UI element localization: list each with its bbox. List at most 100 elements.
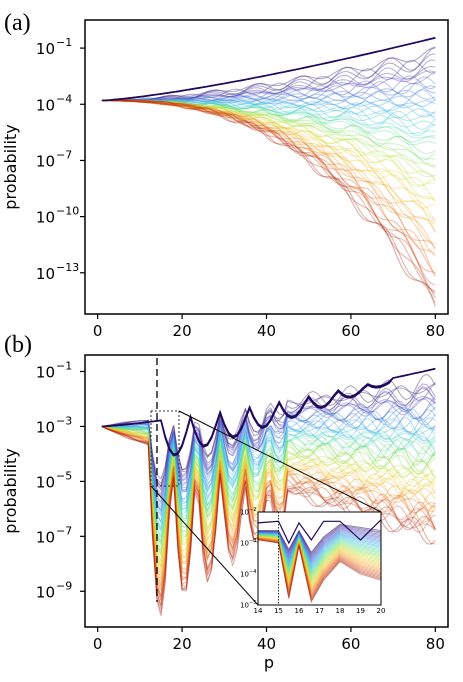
series-line [101,425,436,532]
series-line [101,89,436,107]
series-line [101,417,436,518]
series-line [101,99,436,114]
series-line [101,425,436,552]
series-line [101,99,436,223]
series-line [101,99,436,118]
series-line [101,99,436,161]
zoom-box [150,410,180,487]
series-line [101,95,436,107]
x-tick-label: 0 [93,322,103,340]
inset-y-tick-label: 10 [240,509,249,517]
inset-y-tick-label: 10 [240,602,249,610]
zoom-connector-top [178,410,382,513]
series-line [101,425,436,554]
series-line [101,99,436,293]
y-tick-label: 10 [36,528,55,546]
series-line [101,99,436,276]
series-line [101,99,436,186]
panel-b-xlabel: p [264,653,274,672]
series-line [101,99,436,143]
series-line [101,425,436,614]
series-line [101,75,436,102]
series-line [101,99,436,137]
series-line [101,402,436,505]
inset-y-tick-exponent: −5 [249,600,256,606]
series-line [101,99,436,299]
inset-x-tick-label: 18 [336,607,345,615]
y-tick-label: 10 [36,583,55,601]
y-tick-label: 10 [36,96,55,114]
inset-y-tick-exponent: −4 [249,569,256,575]
panel-b-tag: (b) [4,332,32,358]
y-tick-exponent: −1 [56,359,72,372]
y-tick-label: 10 [36,152,55,170]
series-line [101,425,436,565]
series-line [101,99,436,188]
series-line [101,425,436,532]
series-line [101,99,436,155]
series-line [101,425,436,587]
inset-frame [257,511,382,606]
series-line [101,99,436,221]
x-tick-label: 60 [341,322,360,340]
y-tick-exponent: −7 [56,148,72,161]
series-line [101,416,436,517]
series-line [101,99,436,202]
series-line [101,99,436,286]
series-line [101,46,436,102]
highlighted-series-line [101,37,436,102]
x-tick-label: 20 [173,322,192,340]
series-line [101,99,436,295]
y-tick-label: 10 [36,473,55,491]
series-line [101,99,436,121]
series-line [101,99,436,226]
series-line [101,425,436,541]
series-line [101,76,436,102]
y-tick-exponent: −10 [56,205,79,218]
series-line [101,395,436,496]
series-line [101,99,436,139]
series-line [101,99,436,131]
series-line [101,425,436,575]
series-line [101,99,436,146]
y-tick-exponent: −13 [56,261,79,274]
inset-x-tick-label: 19 [356,607,365,615]
series-line [101,99,436,277]
y-tick-label: 10 [36,209,55,227]
y-tick-label: 10 [36,265,55,283]
series-line [101,99,436,304]
panel-b-ylabel: probability [1,448,20,533]
x-tick-label: 20 [173,635,192,653]
series-line [101,70,436,102]
series-line [101,99,436,168]
series-line [101,99,436,250]
series-line [101,99,436,176]
y-tick-label: 10 [36,40,55,58]
series-line [101,99,436,122]
series-line [101,425,436,575]
inset-series-line [258,539,381,604]
x-tick-label: 0 [93,635,103,653]
series-line [101,85,436,102]
y-tick-exponent: −5 [56,469,72,482]
series-line [101,99,436,249]
highlighted-series-line [101,37,436,102]
series-line [101,425,436,544]
y-tick-exponent: −1 [56,36,72,49]
panel-a-tag: (a) [4,10,31,36]
series-line [101,99,436,167]
series-line [101,99,436,181]
y-tick-exponent: −7 [56,524,72,537]
series-line [101,59,436,102]
y-tick-exponent: −9 [56,579,72,592]
y-tick-label: 10 [36,418,55,436]
inset-x-tick-label: 14 [254,607,263,615]
series-line [101,425,436,587]
